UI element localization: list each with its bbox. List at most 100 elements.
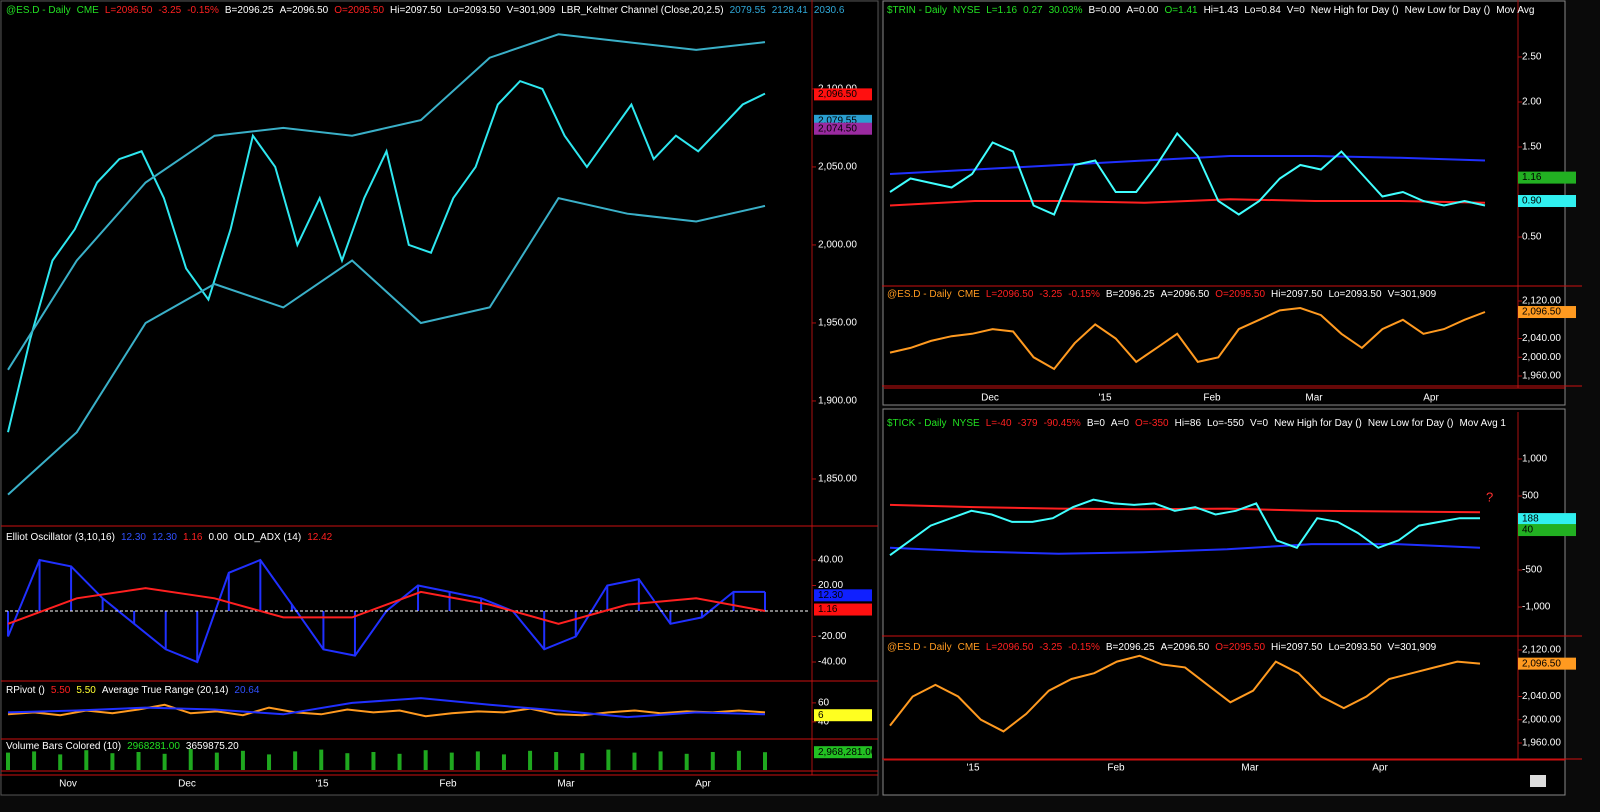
- y-tick-label: -1,000: [1522, 602, 1551, 613]
- header-item: Mov Avg: [1496, 5, 1534, 16]
- right-bottom-window: [882, 408, 1566, 796]
- header-item: Hi=86: [1175, 418, 1202, 429]
- series-line: [889, 198, 1486, 207]
- panel-header: $TICK - Daily NYSE L=-40 -379 -90.45% B=0 A=0 O…: [887, 418, 1506, 429]
- series-line: [889, 131, 1486, 216]
- series-line: [7, 697, 766, 719]
- scroll-button[interactable]: [1530, 775, 1546, 787]
- price-tag: [1518, 513, 1576, 526]
- header-item: A=0.00: [1127, 5, 1159, 16]
- panel-header: RPivot () 5.50 5.50 Average True Range (20,…: [6, 685, 260, 696]
- series-line: [7, 703, 766, 718]
- price-tag-label: 2,096.50: [1522, 658, 1561, 669]
- price-tag: [1518, 195, 1576, 208]
- header-item: L=2096.50: [986, 289, 1034, 300]
- series-line: [889, 306, 1486, 371]
- header-item: -3.25: [1039, 289, 1062, 300]
- header-item: 2030.6: [814, 5, 845, 16]
- price-tag-label: 12.30: [818, 590, 843, 601]
- header-item: OLD_ADX (14): [234, 532, 301, 543]
- price-tag-label: 2,074.50: [818, 123, 857, 134]
- header-item: 5.50: [51, 685, 71, 696]
- y-tick-label: -500: [1522, 565, 1542, 576]
- header-item: B=2096.25: [225, 5, 274, 16]
- y-tick-label: 1,000: [1522, 454, 1547, 465]
- y-tick-label: 1,960.00: [1522, 738, 1561, 749]
- header-item: V=0: [1287, 5, 1306, 16]
- header-item: Lo=-550: [1207, 418, 1244, 429]
- x-tick-label: Apr: [1372, 763, 1388, 774]
- price-tag-label: 1.16: [1522, 172, 1542, 183]
- header-item: @ES.D - Daily: [6, 5, 71, 16]
- x-tick-label: Dec: [178, 779, 196, 790]
- header-item: Volume Bars Colored (10): [6, 741, 121, 752]
- header-item: Hi=1.43: [1204, 5, 1239, 16]
- header-item: $TICK - Daily: [887, 418, 946, 429]
- y-tick-label: 2,040.00: [1522, 691, 1561, 702]
- header-item: L=-40: [986, 418, 1012, 429]
- price-tag-label: 1.16: [818, 604, 838, 615]
- header-item: -3.25: [1039, 642, 1062, 653]
- panel-header: Volume Bars Colored (10) 2968281.00 365987…: [6, 741, 239, 752]
- header-item: B=2096.25: [1106, 289, 1155, 300]
- price-tag-label: 2,968,281.00: [818, 747, 877, 758]
- y-tick-label: -40.00: [818, 657, 847, 668]
- y-tick-label: 1,900.00: [818, 396, 857, 407]
- header-item: CME: [958, 289, 981, 300]
- panel-header: @ES.D - Daily CME L=2096.50 -3.25 -0.15% B=20…: [887, 289, 1437, 300]
- y-tick-label: 500: [1522, 491, 1539, 502]
- header-item: -379: [1018, 418, 1038, 429]
- x-tick-label: Apr: [695, 779, 711, 790]
- header-item: B=0: [1087, 418, 1106, 429]
- x-tick-label: Feb: [439, 779, 457, 790]
- header-item: 3659875.20: [186, 741, 239, 752]
- price-tag: [814, 709, 872, 722]
- header-item: New Low for Day (): [1368, 418, 1454, 429]
- header-item: -0.15%: [1068, 289, 1100, 300]
- y-tick-label: 1.50: [1522, 142, 1542, 153]
- y-tick-label: 60: [818, 698, 830, 709]
- x-tick-label: Mar: [557, 779, 575, 790]
- price-tag: [1518, 306, 1576, 319]
- header-item: LBR_Keltner Channel (Close,20,2.5): [561, 5, 723, 16]
- x-tick-label: '15: [966, 763, 979, 774]
- header-item: CME: [958, 642, 981, 653]
- price-tag-label: 0.90: [1522, 196, 1542, 207]
- header-item: Elliot Oscillator (3,10,16): [6, 532, 115, 543]
- y-tick-label: 2,000.00: [1522, 714, 1561, 725]
- header-item: -0.15%: [187, 5, 219, 16]
- price-tag-label: 40: [1522, 525, 1534, 536]
- header-item: 20.64: [234, 685, 259, 696]
- panel-header: @ES.D - Daily CME L=2096.50 -3.25 -0.15% B=20…: [887, 642, 1437, 653]
- price-tag: [814, 589, 872, 602]
- y-tick-label: 1,850.00: [818, 474, 857, 485]
- header-item: Average True Range (20,14): [102, 685, 229, 696]
- x-tick-label: Feb: [1203, 393, 1221, 404]
- header-item: A=2096.50: [1161, 642, 1210, 653]
- series-line: [7, 33, 766, 371]
- header-item: @ES.D - Daily: [887, 642, 952, 653]
- header-item: B=2096.25: [1106, 642, 1155, 653]
- header-item: Hi=2097.50: [390, 5, 442, 16]
- header-item: B=0.00: [1089, 5, 1121, 16]
- x-tick-label: Mar: [1305, 393, 1323, 404]
- header-item: RPivot (): [6, 685, 45, 696]
- x-tick-label: Apr: [1423, 393, 1439, 404]
- x-tick-label: Nov: [59, 779, 77, 790]
- series-line: [889, 543, 1481, 555]
- header-item: V=301,909: [1388, 642, 1437, 653]
- y-tick-label: 2,000.00: [818, 240, 857, 251]
- header-item: L=1.16: [986, 5, 1017, 16]
- y-tick-label: 40: [818, 717, 830, 728]
- price-tag: [814, 88, 872, 101]
- header-item: O=2095.50: [334, 5, 384, 16]
- header-item: $TRIN - Daily: [887, 5, 947, 16]
- y-tick-label: 2.50: [1522, 52, 1542, 63]
- header-item: V=301,909: [507, 5, 556, 16]
- header-item: Lo=2093.50: [447, 5, 501, 16]
- series-line: [7, 196, 766, 496]
- header-item: 2968281.00: [127, 741, 180, 752]
- y-tick-label: -20.00: [818, 631, 847, 642]
- header-item: L=2096.50: [986, 642, 1034, 653]
